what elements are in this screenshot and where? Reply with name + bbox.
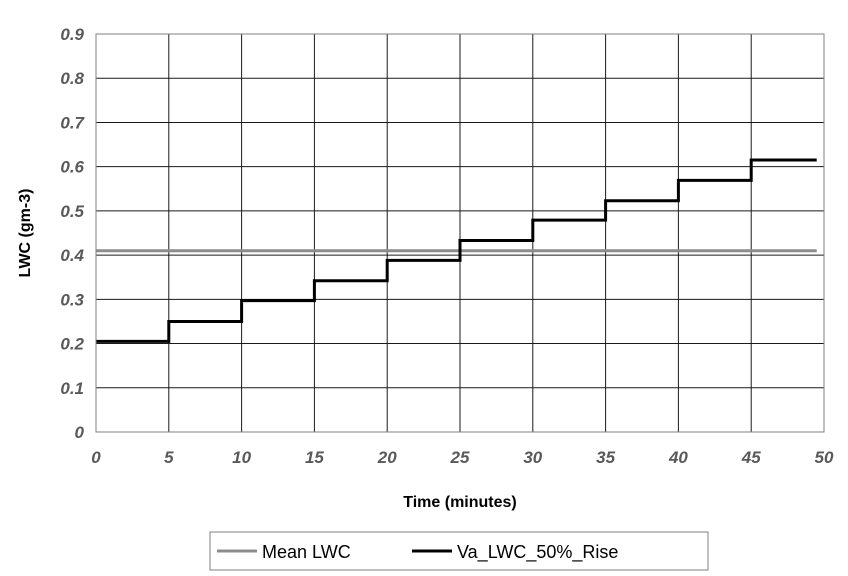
series-lines (96, 158, 817, 343)
legend: Mean LWC Va_LWC_50%_Rise (209, 531, 709, 571)
x-tick-label: 20 (377, 448, 397, 467)
x-axis-title: Time (minutes) (403, 494, 517, 511)
x-tick-label: 15 (305, 448, 324, 467)
x-tick-label: 0 (91, 448, 101, 467)
y-tick-label: 0.1 (60, 379, 84, 398)
y-tick-label: 0.2 (60, 335, 84, 354)
series-line-va-lwc-50-rise (96, 158, 817, 343)
legend-label: Va_LWC_50%_Rise (457, 542, 618, 563)
y-tick-label: 0.6 (60, 158, 84, 177)
legend-label: Mean LWC (262, 542, 351, 562)
y-tick-label: 0.8 (60, 69, 84, 88)
x-tick-label: 35 (596, 448, 615, 467)
x-axis-ticks: 0 5 10 15 20 25 30 35 40 45 50 (91, 448, 834, 467)
x-tick-label: 50 (815, 448, 834, 467)
y-tick-label: 0.7 (60, 113, 85, 132)
y-axis-title: LWC (gm-3) (17, 189, 34, 278)
x-tick-label: 40 (668, 448, 688, 467)
x-tick-label: 10 (232, 448, 251, 467)
plot-border (95, 33, 825, 433)
y-tick-label: 0.3 (60, 290, 84, 309)
legend-box (209, 531, 709, 571)
x-tick-label: 45 (741, 448, 761, 467)
y-axis-ticks: 0 0.1 0.2 0.3 0.4 0.5 0.6 0.7 0.8 0.9 (60, 25, 85, 442)
x-tick-label: 5 (164, 448, 174, 467)
x-tick-label: 30 (523, 448, 542, 467)
y-tick-label: 0.5 (60, 202, 84, 221)
x-tick-label: 25 (450, 448, 470, 467)
y-tick-label: 0 (75, 423, 85, 442)
y-tick-label: 0.4 (60, 246, 84, 265)
y-tick-label: 0.9 (60, 25, 84, 44)
